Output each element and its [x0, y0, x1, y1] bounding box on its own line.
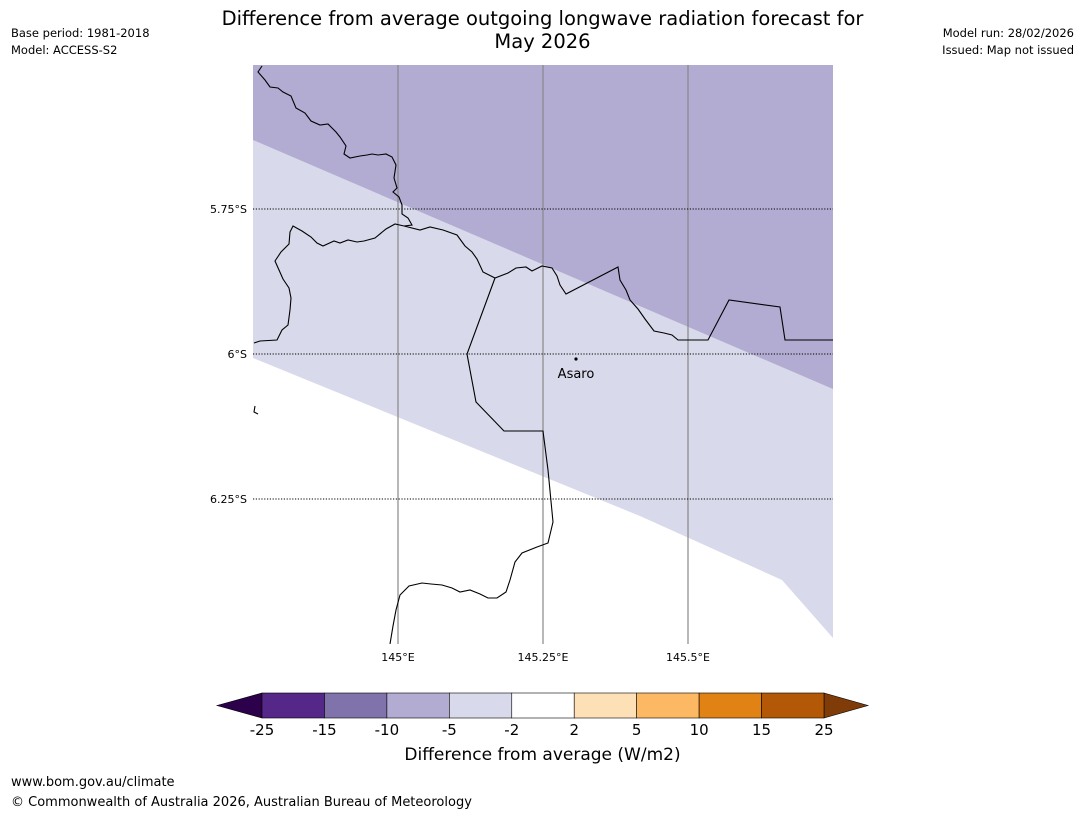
colorbar-tick-5: 2: [569, 721, 579, 739]
colorbar-tick-6: 5: [632, 721, 642, 739]
lon-label-145: 145°E: [381, 651, 414, 664]
lat-label-6: 6°S: [228, 348, 247, 361]
colorbar-tick-4: -2: [504, 721, 519, 739]
colorbar-tick-1: -15: [312, 721, 337, 739]
colorbar-label: Difference from average (W/m2): [404, 745, 681, 765]
colorbar-cell-4: [511, 692, 575, 719]
model-run: Model run: 28/02/2026: [942, 26, 1074, 40]
title-line-1: Difference from average outgoing longwav…: [221, 7, 864, 30]
colorbar-tick-2: -10: [375, 721, 400, 739]
footer-url: www.bom.gov.au/climate: [11, 775, 175, 790]
model-name: Model: ACCESS-S2: [11, 43, 118, 57]
meta-right: Model run: 28/02/2026 Issued: Map not is…: [942, 25, 1074, 59]
boundary-lines: [253, 65, 833, 644]
colorbar-cells: [261, 692, 825, 719]
colorbar-extend-high: [823, 692, 870, 719]
colorbar-cell-2: [386, 692, 450, 719]
colorbar-tick-9: 25: [814, 721, 833, 739]
colorbar-ticks: -25 -15 -10 -5 -2 2 5 10 15 25: [250, 721, 834, 739]
lat-label-5-75: 5.75°S: [210, 203, 247, 216]
title-line-2: May 2026: [494, 30, 591, 53]
meta-left: Base period: 1981-2018 Model: ACCESS-S2: [11, 25, 150, 59]
boundary-northwest: [257, 65, 413, 227]
base-period: Base period: 1981-2018: [11, 26, 150, 40]
lon-label-145-5: 145.5°E: [666, 651, 710, 664]
asaro-label: Asaro: [558, 367, 595, 382]
boundary-south: [389, 277, 554, 644]
colorbar-cell-7: [698, 692, 762, 719]
colorbar-cell-0: [261, 692, 325, 719]
colorbar-tick-8: 15: [752, 721, 771, 739]
boundary-fragment: [253, 405, 259, 415]
colorbar-tick-3: -5: [442, 721, 457, 739]
colorbar-cell-1: [324, 692, 388, 719]
issued-status: Issued: Map not issued: [942, 43, 1074, 57]
colorbar-tick-0: -25: [250, 721, 275, 739]
lat-label-6-25: 6.25°S: [210, 493, 247, 506]
map-area: Asaro: [253, 65, 833, 644]
colorbar-cell-3: [449, 692, 513, 719]
colorbar-cell-8: [761, 692, 825, 719]
lon-label-145-25: 145.25°E: [518, 651, 569, 664]
footer-copyright: © Commonwealth of Australia 2026, Austra…: [11, 795, 472, 810]
colorbar: -25 -15 -10 -5 -2 2 5 10 15 25: [215, 692, 870, 739]
colorbar-extend-low: [215, 692, 263, 719]
boundary-central: [253, 223, 405, 344]
map-title: Difference from average outgoing longwav…: [0, 7, 1085, 53]
colorbar-tick-7: 10: [690, 721, 709, 739]
boundary-ridge: [403, 225, 833, 341]
colorbar-cell-5: [573, 692, 637, 719]
colorbar-cell-6: [636, 692, 700, 719]
asaro-marker: [574, 357, 578, 361]
